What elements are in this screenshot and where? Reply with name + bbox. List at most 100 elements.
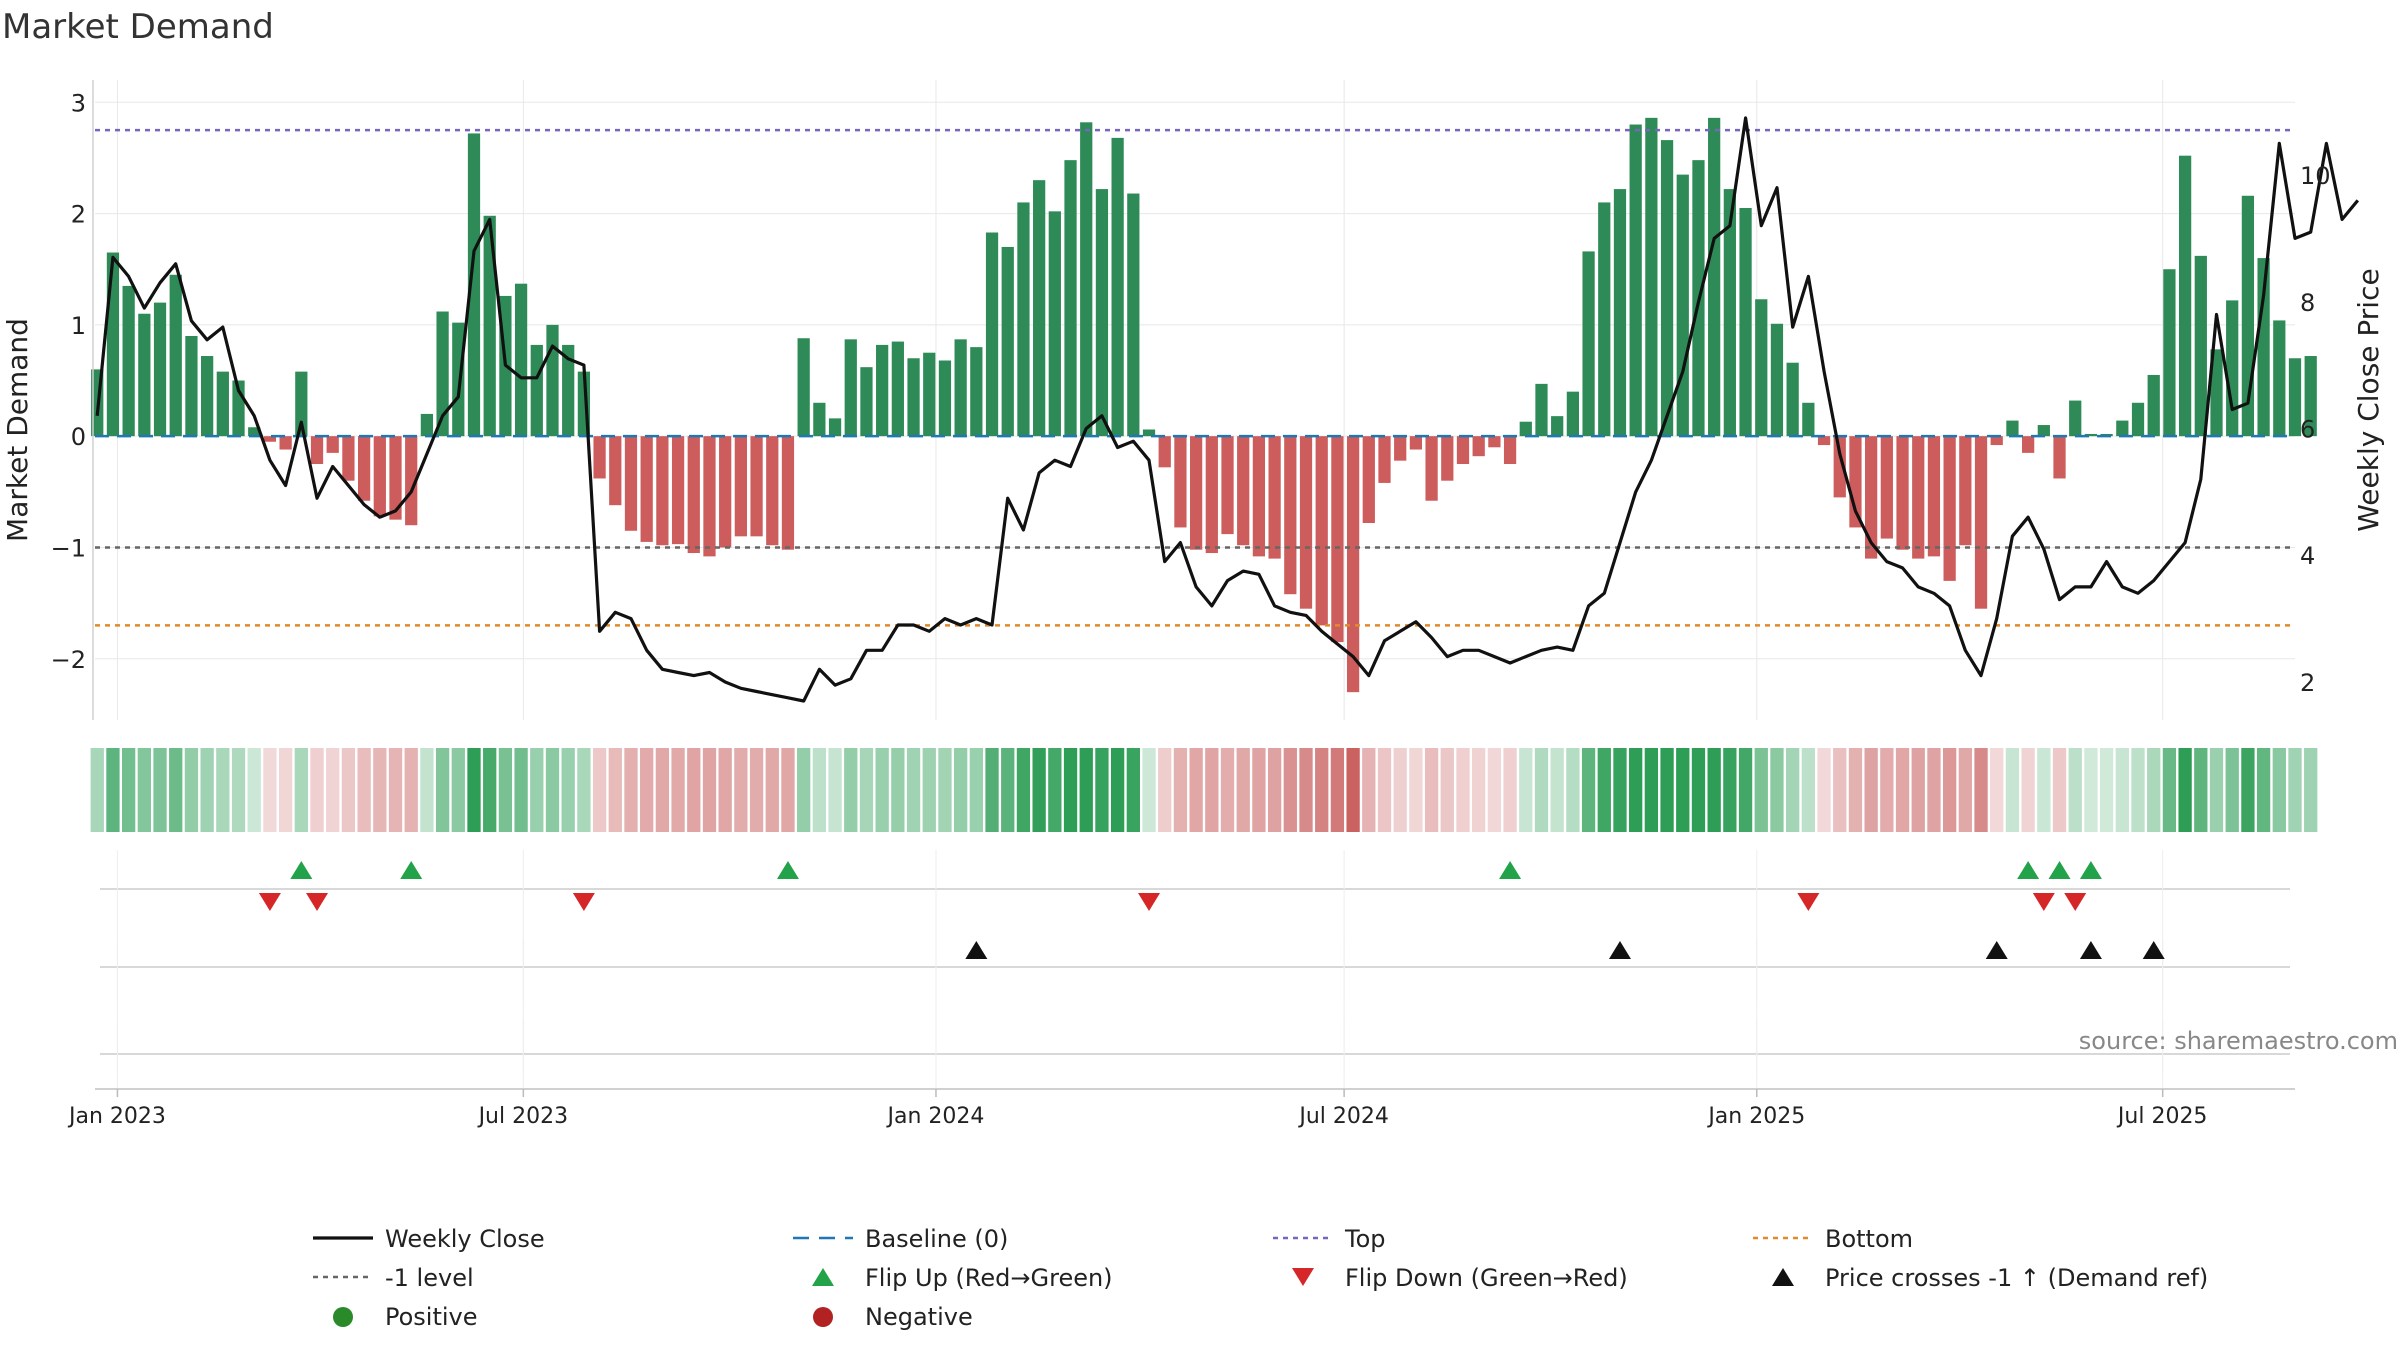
demand-bar	[2131, 402, 2145, 437]
demand-bar	[1221, 436, 1234, 535]
x-tick-label: Jan 2025	[1706, 1104, 1805, 1129]
demand-strip-cell	[2162, 748, 2177, 832]
demand-strip-cell	[483, 748, 497, 832]
price-cross-marker	[1608, 941, 1631, 959]
demand-strip-cell	[2194, 748, 2208, 832]
demand-strip-cell	[404, 748, 418, 832]
demand-strip-cell	[2178, 748, 2192, 832]
demand-bar	[248, 427, 261, 437]
demand-strip-cell	[2256, 748, 2271, 832]
demand-bar	[310, 436, 324, 464]
demand-bar	[1598, 202, 1611, 437]
x-tick-label: Jul 2025	[2116, 1104, 2208, 1129]
demand-bar	[2069, 400, 2082, 437]
weekly-close-line	[95, 116, 2360, 703]
demand-bar	[452, 322, 465, 437]
demand-strip-cell	[1487, 748, 1502, 832]
demand-strip-cell	[1942, 748, 1957, 832]
demand-strip-cell	[1770, 748, 1784, 832]
demand-bar	[970, 347, 983, 437]
left-tick-label: 0	[71, 423, 86, 451]
demand-strip-cell	[875, 748, 889, 832]
demand-strip-cell	[169, 748, 183, 832]
demand-strip-cell	[891, 748, 905, 832]
demand-bar	[1645, 117, 1658, 437]
flip-up-marker	[2017, 861, 2040, 879]
legend-label: -1 level	[385, 1264, 474, 1292]
demand-bar	[1676, 174, 1689, 437]
legend-label: Positive	[385, 1303, 478, 1331]
demand-bar	[1880, 436, 1893, 539]
demand-bar	[609, 436, 622, 506]
demand-bar	[326, 436, 339, 453]
legend-label: Negative	[865, 1303, 973, 1331]
left-axis-label: Market Demand	[1, 318, 34, 542]
demand-strip-cell	[498, 748, 513, 832]
demand-bar	[1064, 160, 1077, 437]
chart-title: Market Demand	[2, 7, 274, 47]
demand-strip-cell	[702, 748, 717, 832]
demand-bar	[2163, 269, 2176, 437]
demand-bar	[1802, 402, 1815, 437]
demand-strip-cell	[2084, 748, 2098, 832]
demand-strip-cell	[1048, 748, 1062, 832]
demand-bars	[91, 117, 2317, 693]
demand-bar	[2084, 433, 2098, 437]
demand-strip-cell	[906, 748, 921, 832]
demand-bar	[1535, 383, 1548, 437]
flip-up-marker	[290, 861, 313, 879]
demand-strip-cell	[1550, 748, 1564, 832]
grid	[95, 80, 2295, 720]
demand-bar	[1142, 429, 1156, 437]
flip-up-marker	[2079, 861, 2102, 879]
demand-strip-cell	[781, 748, 795, 832]
left-tick-label: −2	[51, 646, 86, 674]
demand-bar	[1896, 436, 1909, 550]
flip-down-marker	[572, 893, 595, 911]
demand-strip-cell	[797, 748, 811, 832]
demand-bar	[2178, 155, 2192, 437]
left-tick-label: −1	[51, 534, 86, 562]
right-tick-label: 2	[2300, 669, 2315, 697]
right-axis-label: Weekly Close Price	[2352, 268, 2385, 531]
demand-strip-cell	[1895, 748, 1910, 832]
demand-bar	[2006, 420, 2019, 437]
demand-strip-cell	[624, 748, 638, 832]
demand-bar	[1033, 180, 1046, 437]
demand-bar	[2053, 436, 2066, 479]
demand-bar	[1190, 436, 1203, 550]
demand-strip-cell	[985, 748, 999, 832]
demand-strip-cell	[765, 748, 779, 832]
x-axis: Jan 2023 Jul 2023 Jan 2024 Jul 2024 Jan 2025…	[67, 1088, 2295, 1129]
demand-bar	[844, 339, 857, 437]
demand-strip-cell	[2241, 748, 2255, 832]
demand-bar	[734, 436, 747, 537]
demand-strip-cell	[1362, 748, 1376, 832]
demand-bar	[797, 338, 810, 437]
demand-bar	[1441, 436, 1454, 481]
demand-strip-cell	[1880, 748, 1894, 832]
price-line-group	[95, 116, 2360, 703]
demand-strip-cell	[1377, 748, 1392, 832]
demand-bar	[562, 344, 575, 437]
demand-bar	[640, 436, 653, 542]
x-tick-label: Jul 2023	[477, 1104, 569, 1129]
demand-bar	[1111, 137, 1124, 437]
demand-strip-cell	[247, 748, 261, 832]
demand-strip-cell	[1001, 748, 1015, 832]
demand-strip-cell	[2209, 748, 2224, 832]
demand-strip-cell	[1315, 748, 1329, 832]
demand-strip-cell	[844, 748, 858, 832]
demand-bar	[1739, 208, 1752, 437]
demand-strip-cell	[1660, 748, 1674, 832]
demand-bar	[1613, 189, 1627, 437]
demand-strip-cell	[388, 748, 403, 832]
flip-down-marker	[306, 893, 329, 911]
right-tick-label: 8	[2300, 289, 2315, 317]
demand-bar	[703, 436, 716, 557]
demand-bar	[2022, 436, 2035, 453]
demand-bar	[1394, 436, 1407, 461]
demand-bar	[279, 436, 292, 450]
demand-strip-cell	[1833, 748, 1847, 832]
